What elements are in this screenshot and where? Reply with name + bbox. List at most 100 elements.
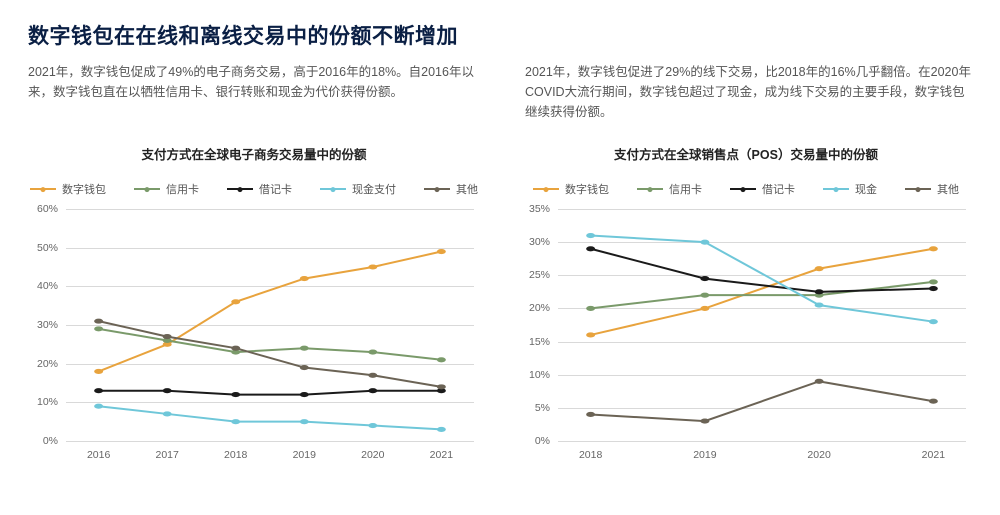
chart-left: 支付方式在全球电子商务交易量中的份额 数字钱包 信用卡 借记卡 现金支付 其他 0% 10… [28, 144, 480, 469]
x-axis-label: 2019 [293, 449, 316, 461]
legend-item: 其他 [905, 181, 959, 197]
legend-swatch [637, 188, 663, 190]
series-marker [586, 332, 595, 337]
y-axis-label: 25% [529, 269, 550, 281]
series-marker [815, 289, 824, 294]
series-marker [700, 419, 709, 424]
y-axis-label: 60% [37, 203, 58, 215]
legend-label: 借记卡 [259, 181, 292, 197]
legend-item: 信用卡 [134, 181, 199, 197]
page-title: 数字钱包在在线和离线交易中的份额不断增加 [28, 20, 972, 50]
chart-right-legend: 数字钱包信用卡借记卡现金其他 [520, 181, 972, 197]
charts-row: 支付方式在全球电子商务交易量中的份额 数字钱包 信用卡 借记卡 现金支付 其他 0% 10… [28, 144, 972, 469]
series-marker [300, 419, 309, 424]
series-marker [94, 369, 103, 374]
y-axis-label: 35% [529, 203, 550, 215]
series-marker [300, 365, 309, 370]
x-axis-label: 2021 [922, 449, 945, 461]
y-axis-label: 20% [37, 358, 58, 370]
x-axis-label: 2020 [807, 449, 830, 461]
legend-item: 借记卡 [730, 181, 795, 197]
x-axis-label: 2018 [579, 449, 602, 461]
series-marker [368, 264, 377, 269]
series-marker [368, 350, 377, 355]
y-axis-label: 10% [529, 369, 550, 381]
series-marker [929, 246, 938, 251]
y-axis-label: 30% [37, 319, 58, 331]
legend-item: 其他 [424, 181, 478, 197]
y-axis-label: 15% [529, 336, 550, 348]
x-axis-label: 2016 [87, 449, 110, 461]
legend-label: 信用卡 [166, 181, 199, 197]
series-marker [586, 233, 595, 238]
legend-swatch [424, 188, 450, 190]
series-marker [300, 276, 309, 281]
series-marker [231, 299, 240, 304]
legend-label: 借记卡 [762, 181, 795, 197]
series-marker [368, 373, 377, 378]
series-marker [163, 334, 172, 339]
intro-left: 2021年，数字钱包促成了49%的电子商务交易，高于2016年的18%。自201… [28, 62, 475, 122]
series-marker [437, 384, 446, 389]
series-marker [437, 357, 446, 362]
series-marker [231, 419, 240, 424]
series-marker [700, 276, 709, 281]
series-marker [700, 293, 709, 298]
legend-item: 数字钱包 [533, 181, 609, 197]
chart-left-plot: 0%10%20%30%40%50%60% 2016201720182019202… [28, 209, 480, 469]
legend-label: 其他 [937, 181, 959, 197]
series-line [591, 249, 934, 292]
legend-label: 信用卡 [669, 181, 702, 197]
series-line [99, 391, 442, 395]
series-marker [163, 411, 172, 416]
legend-item: 数字钱包 [30, 181, 106, 197]
chart-right-title: 支付方式在全球销售点（POS）交易量中的份额 [520, 144, 972, 163]
series-marker [368, 388, 377, 393]
chart-left-title: 支付方式在全球电子商务交易量中的份额 [28, 144, 480, 163]
legend-item: 信用卡 [637, 181, 702, 197]
legend-label: 数字钱包 [565, 181, 609, 197]
series-marker [231, 392, 240, 397]
series-marker [929, 399, 938, 404]
legend-swatch [30, 188, 56, 190]
series-marker [163, 388, 172, 393]
intro-row: 2021年，数字钱包促成了49%的电子商务交易，高于2016年的18%。自201… [28, 62, 972, 122]
y-axis-label: 30% [529, 236, 550, 248]
legend-swatch [823, 188, 849, 190]
series-marker [815, 379, 824, 384]
series-marker [368, 423, 377, 428]
x-axis-label: 2019 [693, 449, 716, 461]
series-marker [94, 388, 103, 393]
x-axis-label: 2018 [224, 449, 247, 461]
series-marker [929, 279, 938, 284]
x-axis-label: 2017 [155, 449, 178, 461]
series-marker [94, 319, 103, 324]
series-marker [815, 266, 824, 271]
series-marker [586, 306, 595, 311]
series-marker [437, 427, 446, 432]
y-axis-label: 0% [43, 435, 58, 447]
legend-label: 现金支付 [352, 181, 396, 197]
grid-line [66, 441, 474, 442]
chart-right: 支付方式在全球销售点（POS）交易量中的份额 数字钱包信用卡借记卡现金其他 0%… [520, 144, 972, 469]
chart-right-plot: 0%5%10%15%20%25%30%35% 2018201920202021 [520, 209, 972, 469]
series-marker [94, 326, 103, 331]
y-axis-label: 10% [37, 396, 58, 408]
series-marker [586, 246, 595, 251]
series-line [591, 236, 934, 322]
series-marker [231, 346, 240, 351]
y-axis-label: 20% [529, 302, 550, 314]
y-axis-label: 40% [37, 280, 58, 292]
intro-right: 2021年，数字钱包促进了29%的线下交易，比2018年的16%几乎翻倍。在20… [525, 62, 972, 122]
legend-item: 借记卡 [227, 181, 292, 197]
chart-left-legend: 数字钱包 信用卡 借记卡 现金支付 其他 [28, 181, 480, 197]
series-marker [929, 286, 938, 291]
legend-swatch [730, 188, 756, 190]
y-axis-label: 50% [37, 242, 58, 254]
legend-swatch [227, 188, 253, 190]
legend-swatch [134, 188, 160, 190]
legend-label: 数字钱包 [62, 181, 106, 197]
series-marker [300, 392, 309, 397]
legend-swatch [320, 188, 346, 190]
series-marker [700, 306, 709, 311]
